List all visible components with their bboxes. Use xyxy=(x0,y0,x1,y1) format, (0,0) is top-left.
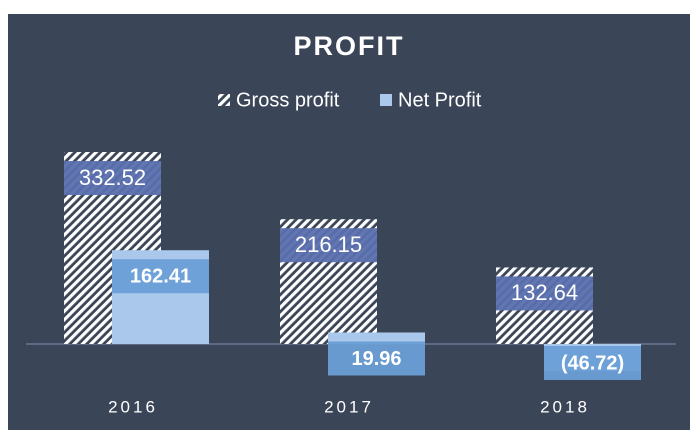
value-label-box xyxy=(112,259,209,294)
value-label-box xyxy=(64,161,161,195)
x-tick-label: 2016 xyxy=(108,397,158,416)
value-label: (46.72) xyxy=(561,352,624,374)
value-label: 332.52 xyxy=(79,165,146,190)
x-tick-label: 2018 xyxy=(540,397,590,416)
value-label-box xyxy=(496,276,593,311)
legend-swatch xyxy=(380,94,392,106)
value-label-box xyxy=(280,228,377,263)
legend-label: Gross profit xyxy=(236,89,340,111)
legend-label: Net Profit xyxy=(398,89,482,111)
value-label-box xyxy=(328,341,425,376)
bar xyxy=(328,332,425,344)
value-label: 216.15 xyxy=(295,232,362,257)
chart-title: PROFIT xyxy=(294,31,405,61)
value-label-box xyxy=(544,346,641,380)
legend-swatch xyxy=(218,94,230,106)
value-label: 162.41 xyxy=(130,266,191,288)
value-label: 132.64 xyxy=(511,280,578,305)
value-label: 19.96 xyxy=(351,348,401,370)
x-tick-label: 2017 xyxy=(324,397,374,416)
